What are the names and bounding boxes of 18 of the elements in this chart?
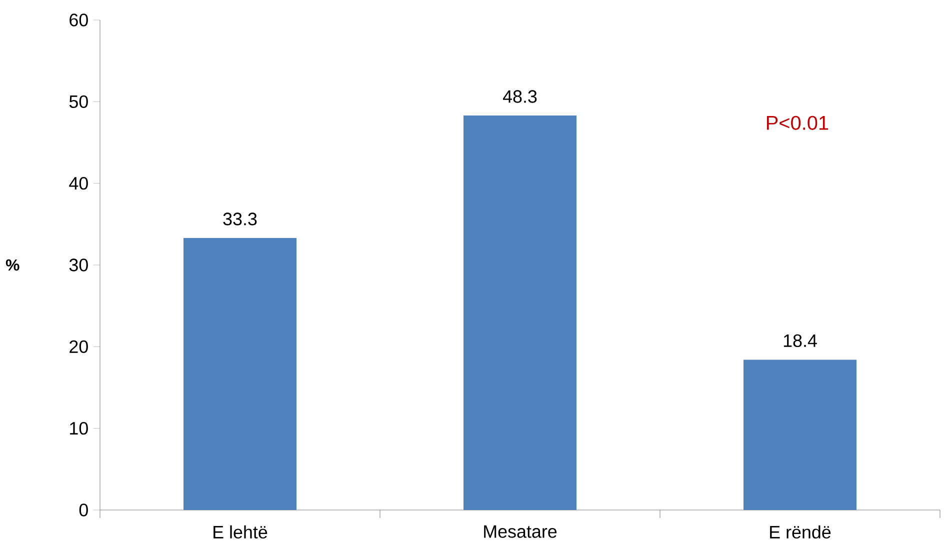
- data-label: 33.3: [223, 212, 257, 226]
- y-axis-title: %: [6, 259, 20, 271]
- x-tick-label: Mesatare: [484, 525, 557, 538]
- y-tick-label: 60: [70, 14, 88, 26]
- bar: [464, 116, 577, 510]
- y-tick-label: 30: [69, 258, 88, 272]
- y-tick-label: 20: [70, 340, 88, 354]
- x-tick-label: E rëndë: [770, 525, 831, 539]
- bar: [184, 238, 296, 510]
- y-tick-label: 0: [79, 504, 88, 516]
- y-tick-label: 40: [69, 176, 88, 190]
- y-tick-label: 50: [69, 95, 88, 108]
- data-label: 48.3: [502, 90, 537, 103]
- bar: [744, 360, 857, 510]
- x-tick-label: E lehtë: [214, 525, 268, 539]
- data-label: 18.4: [784, 334, 817, 348]
- annotation: P<0.01: [766, 116, 828, 130]
- y-tick-label: 10: [70, 422, 88, 435]
